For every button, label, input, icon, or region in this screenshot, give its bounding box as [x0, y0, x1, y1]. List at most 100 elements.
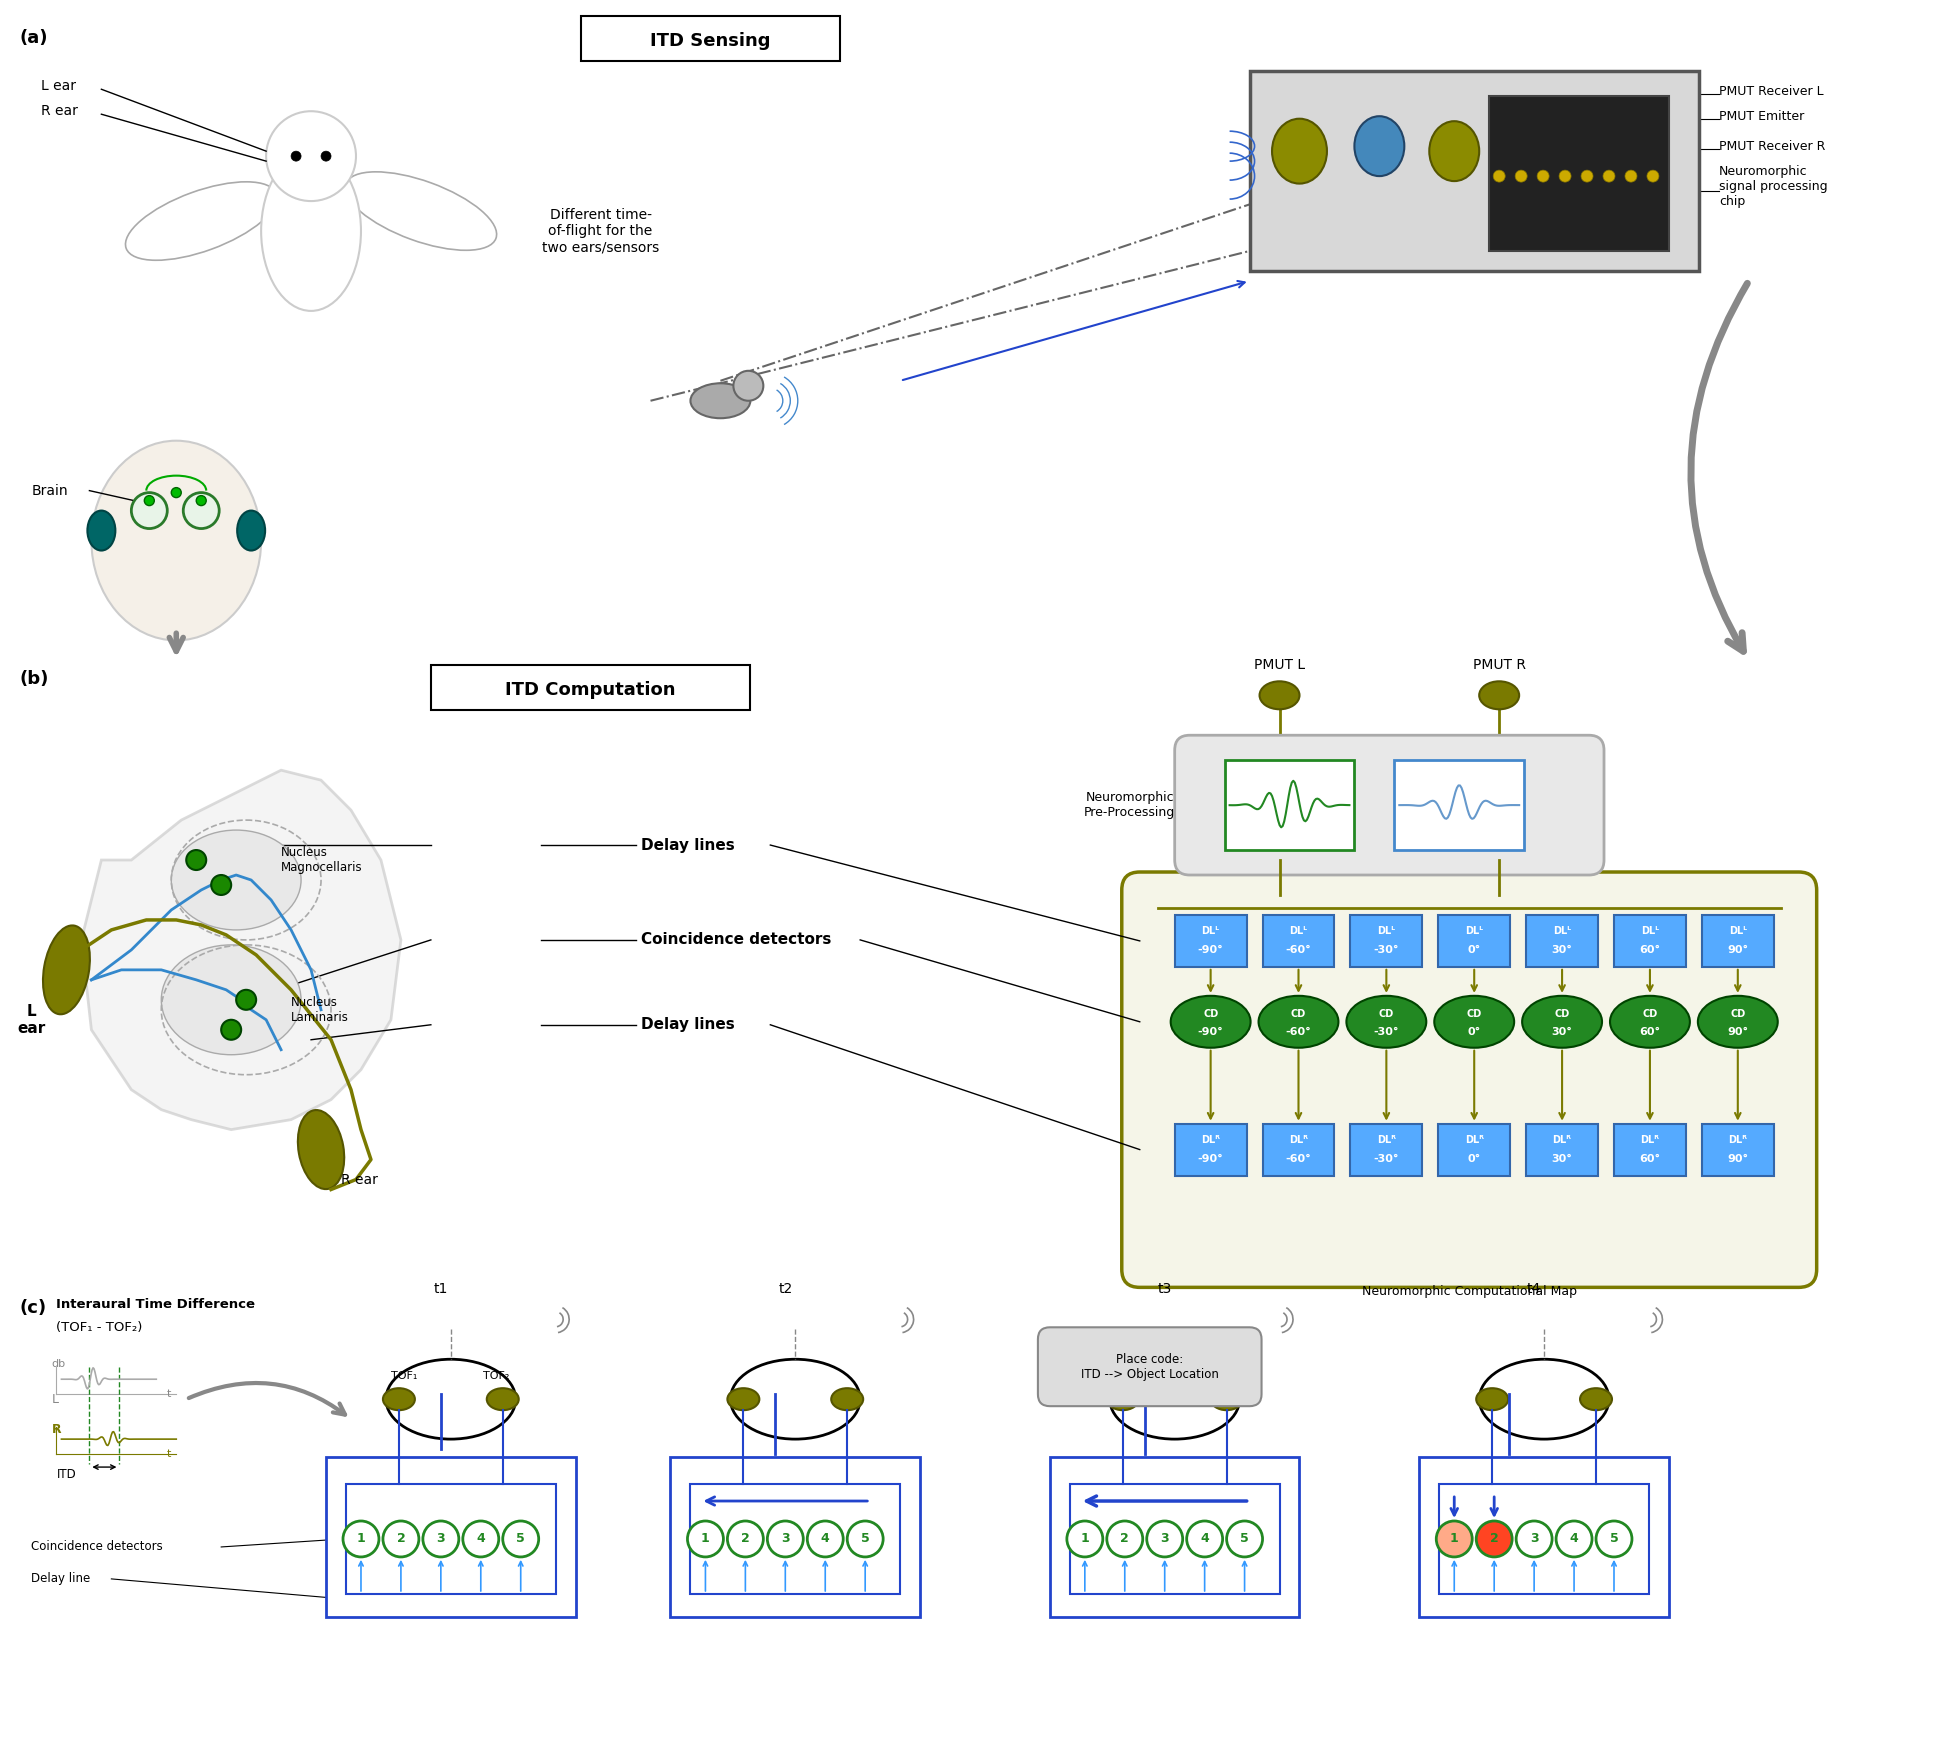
Text: -90°: -90°: [1196, 1153, 1224, 1164]
Text: 5: 5: [1609, 1532, 1617, 1546]
Text: PMUT L: PMUT L: [1253, 658, 1304, 672]
Ellipse shape: [1271, 118, 1325, 183]
Text: DLᴿ: DLᴿ: [1552, 1135, 1570, 1144]
Ellipse shape: [383, 1387, 414, 1410]
Bar: [1249, 71, 1699, 272]
Ellipse shape: [727, 1387, 759, 1410]
Text: ITD Computation: ITD Computation: [504, 681, 676, 700]
Text: (b): (b): [20, 670, 49, 688]
Ellipse shape: [88, 511, 115, 550]
Text: 90°: 90°: [1726, 1026, 1748, 1037]
Circle shape: [1603, 169, 1615, 182]
Circle shape: [1065, 1521, 1103, 1557]
Text: 2: 2: [397, 1532, 405, 1546]
Text: 0°: 0°: [1466, 1026, 1480, 1037]
Circle shape: [184, 492, 219, 529]
Text: 3: 3: [436, 1532, 446, 1546]
Bar: [581, 16, 841, 62]
Circle shape: [237, 989, 256, 1010]
Text: -30°: -30°: [1372, 1153, 1398, 1164]
Ellipse shape: [1697, 996, 1777, 1047]
Text: db: db: [51, 1359, 66, 1370]
Text: Coincidence detectors: Coincidence detectors: [31, 1541, 162, 1553]
Circle shape: [422, 1521, 459, 1557]
Circle shape: [1187, 1521, 1222, 1557]
Ellipse shape: [344, 171, 497, 250]
Bar: [1613, 1123, 1685, 1176]
Text: DLᴸ: DLᴸ: [1288, 926, 1306, 936]
Circle shape: [186, 850, 205, 869]
Text: t: t: [166, 1449, 170, 1460]
Ellipse shape: [43, 926, 90, 1014]
Text: Neuromorphic
signal processing
chip: Neuromorphic signal processing chip: [1718, 164, 1826, 208]
Text: Place code:
ITD --> Object Location: Place code: ITD --> Object Location: [1081, 1354, 1218, 1380]
Text: 2: 2: [1120, 1532, 1128, 1546]
Text: CD: CD: [1466, 1008, 1482, 1019]
Text: CD: CD: [1290, 1008, 1306, 1019]
Ellipse shape: [1609, 996, 1689, 1047]
Text: Neuromorphic Computational Map: Neuromorphic Computational Map: [1361, 1285, 1576, 1298]
Text: Delay lines: Delay lines: [639, 837, 733, 853]
Bar: [326, 1456, 575, 1617]
Text: CD: CD: [1378, 1008, 1394, 1019]
Text: 1: 1: [356, 1532, 366, 1546]
Text: PMUT Receiver R: PMUT Receiver R: [1718, 139, 1824, 153]
Bar: [1175, 915, 1245, 966]
Text: L: L: [51, 1393, 59, 1405]
Circle shape: [266, 111, 356, 201]
Bar: [1349, 915, 1421, 966]
Text: PMUT Receiver L: PMUT Receiver L: [1718, 85, 1822, 97]
Text: 4: 4: [477, 1532, 485, 1546]
Text: -90°: -90°: [1196, 945, 1224, 956]
Ellipse shape: [1171, 996, 1249, 1047]
Circle shape: [383, 1521, 418, 1557]
Text: Delay line: Delay line: [31, 1573, 90, 1585]
Text: (a): (a): [20, 30, 49, 48]
Text: TOF₁: TOF₁: [391, 1372, 416, 1380]
Bar: [1069, 1484, 1279, 1594]
Ellipse shape: [237, 511, 266, 550]
Text: 1: 1: [700, 1532, 710, 1546]
Ellipse shape: [487, 1387, 518, 1410]
Ellipse shape: [160, 945, 301, 1054]
Ellipse shape: [831, 1387, 862, 1410]
Bar: [1437, 915, 1509, 966]
Circle shape: [131, 492, 168, 529]
Text: ITD Sensing: ITD Sensing: [649, 32, 770, 51]
Bar: [1349, 1123, 1421, 1176]
Ellipse shape: [1345, 996, 1425, 1047]
Text: 30°: 30°: [1550, 945, 1572, 956]
Text: t4: t4: [1527, 1282, 1541, 1296]
FancyBboxPatch shape: [1122, 873, 1816, 1287]
Text: DLᴿ: DLᴿ: [1288, 1135, 1308, 1144]
Ellipse shape: [1478, 1359, 1609, 1439]
Text: PMUT R: PMUT R: [1472, 658, 1525, 672]
Circle shape: [1492, 169, 1505, 182]
Text: 2: 2: [741, 1532, 749, 1546]
Bar: [1525, 1123, 1597, 1176]
Text: 3: 3: [1529, 1532, 1539, 1546]
Bar: [1613, 915, 1685, 966]
Circle shape: [1595, 1521, 1630, 1557]
Text: DLᴿ: DLᴿ: [1376, 1135, 1396, 1144]
Circle shape: [807, 1521, 843, 1557]
Ellipse shape: [385, 1359, 516, 1439]
Text: 1: 1: [1079, 1532, 1089, 1546]
Text: 4: 4: [821, 1532, 829, 1546]
Circle shape: [221, 1019, 240, 1040]
Circle shape: [196, 495, 205, 506]
Text: Nucleus
Magnocellaris: Nucleus Magnocellaris: [282, 846, 362, 874]
Circle shape: [1515, 1521, 1552, 1557]
Text: (TOF₁ - TOF₂): (TOF₁ - TOF₂): [57, 1320, 143, 1335]
Text: 60°: 60°: [1638, 945, 1660, 956]
Circle shape: [1476, 1521, 1511, 1557]
Text: DLᴸ: DLᴸ: [1728, 926, 1746, 936]
Circle shape: [686, 1521, 723, 1557]
Bar: [1050, 1456, 1298, 1617]
Text: 60°: 60°: [1638, 1153, 1660, 1164]
Text: 60°: 60°: [1638, 1026, 1660, 1037]
Circle shape: [321, 152, 330, 160]
Ellipse shape: [1259, 681, 1298, 709]
Ellipse shape: [1476, 1387, 1507, 1410]
Circle shape: [172, 488, 182, 497]
